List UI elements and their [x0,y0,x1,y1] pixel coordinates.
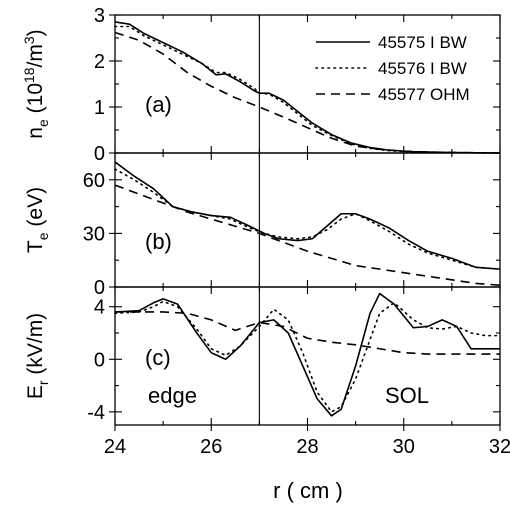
y-tick-label-p0-1: 1 [94,97,105,119]
legend-label-2: 45576 I BW [378,59,467,78]
series-layer [114,21,501,417]
panel-label-b: (b) [145,229,172,254]
x-tick-label-28: 28 [296,436,318,458]
y-tick-label-p1-30: 30 [83,223,105,245]
y-tick-label-p2-0: 0 [94,349,105,371]
y-axis-label-b: Te (eV) [24,187,51,253]
series-line-p2-45576-i-bw [114,300,501,413]
x-axis-label: r ( cm ) [273,478,343,503]
legend-label-3: 45577 OHM [378,85,470,104]
x-tick-label-26: 26 [200,436,222,458]
x-tick-label-24: 24 [104,436,126,458]
y-tick-label-p2--4: -4 [87,402,105,424]
y-axis-label-c: Er (kV/m) [24,313,51,399]
y-axis-label-a: ne (1018/m3) [21,29,51,138]
legend-label-1: 45575 I BW [378,33,467,52]
annotation-edge: edge [148,383,197,408]
annotation-sol: SOL [385,383,429,408]
series-line-p1-45576-i-bw [114,168,501,270]
series-line-p1-45577-ohm [114,184,501,287]
series-line-p0-45577-ohm [114,31,501,154]
y-tick-label-p2-4: 4 [94,297,105,319]
series-line-p2-45577-ohm [115,311,500,355]
panel-label-a: (a) [145,92,172,117]
y-tick-label-p1-0: 0 [94,277,105,299]
x-tick-label-32: 32 [489,436,510,458]
x-tick-label-30: 30 [393,436,415,458]
series-line-p2-45575-i-bw [114,292,500,417]
y-tick-label-p0-3: 3 [94,5,105,27]
y-tick-label-p1-60: 60 [83,170,105,192]
y-tick-label-p0-2: 2 [94,51,105,73]
series-line-p1-45575-i-bw [114,161,501,270]
y-tick-label-p0-0: 0 [94,143,105,165]
panel-label-c: (c) [145,345,171,370]
legend: 45575 I BW 45576 I BW 45577 OHM [315,33,470,104]
panel-b-frame [114,152,501,288]
